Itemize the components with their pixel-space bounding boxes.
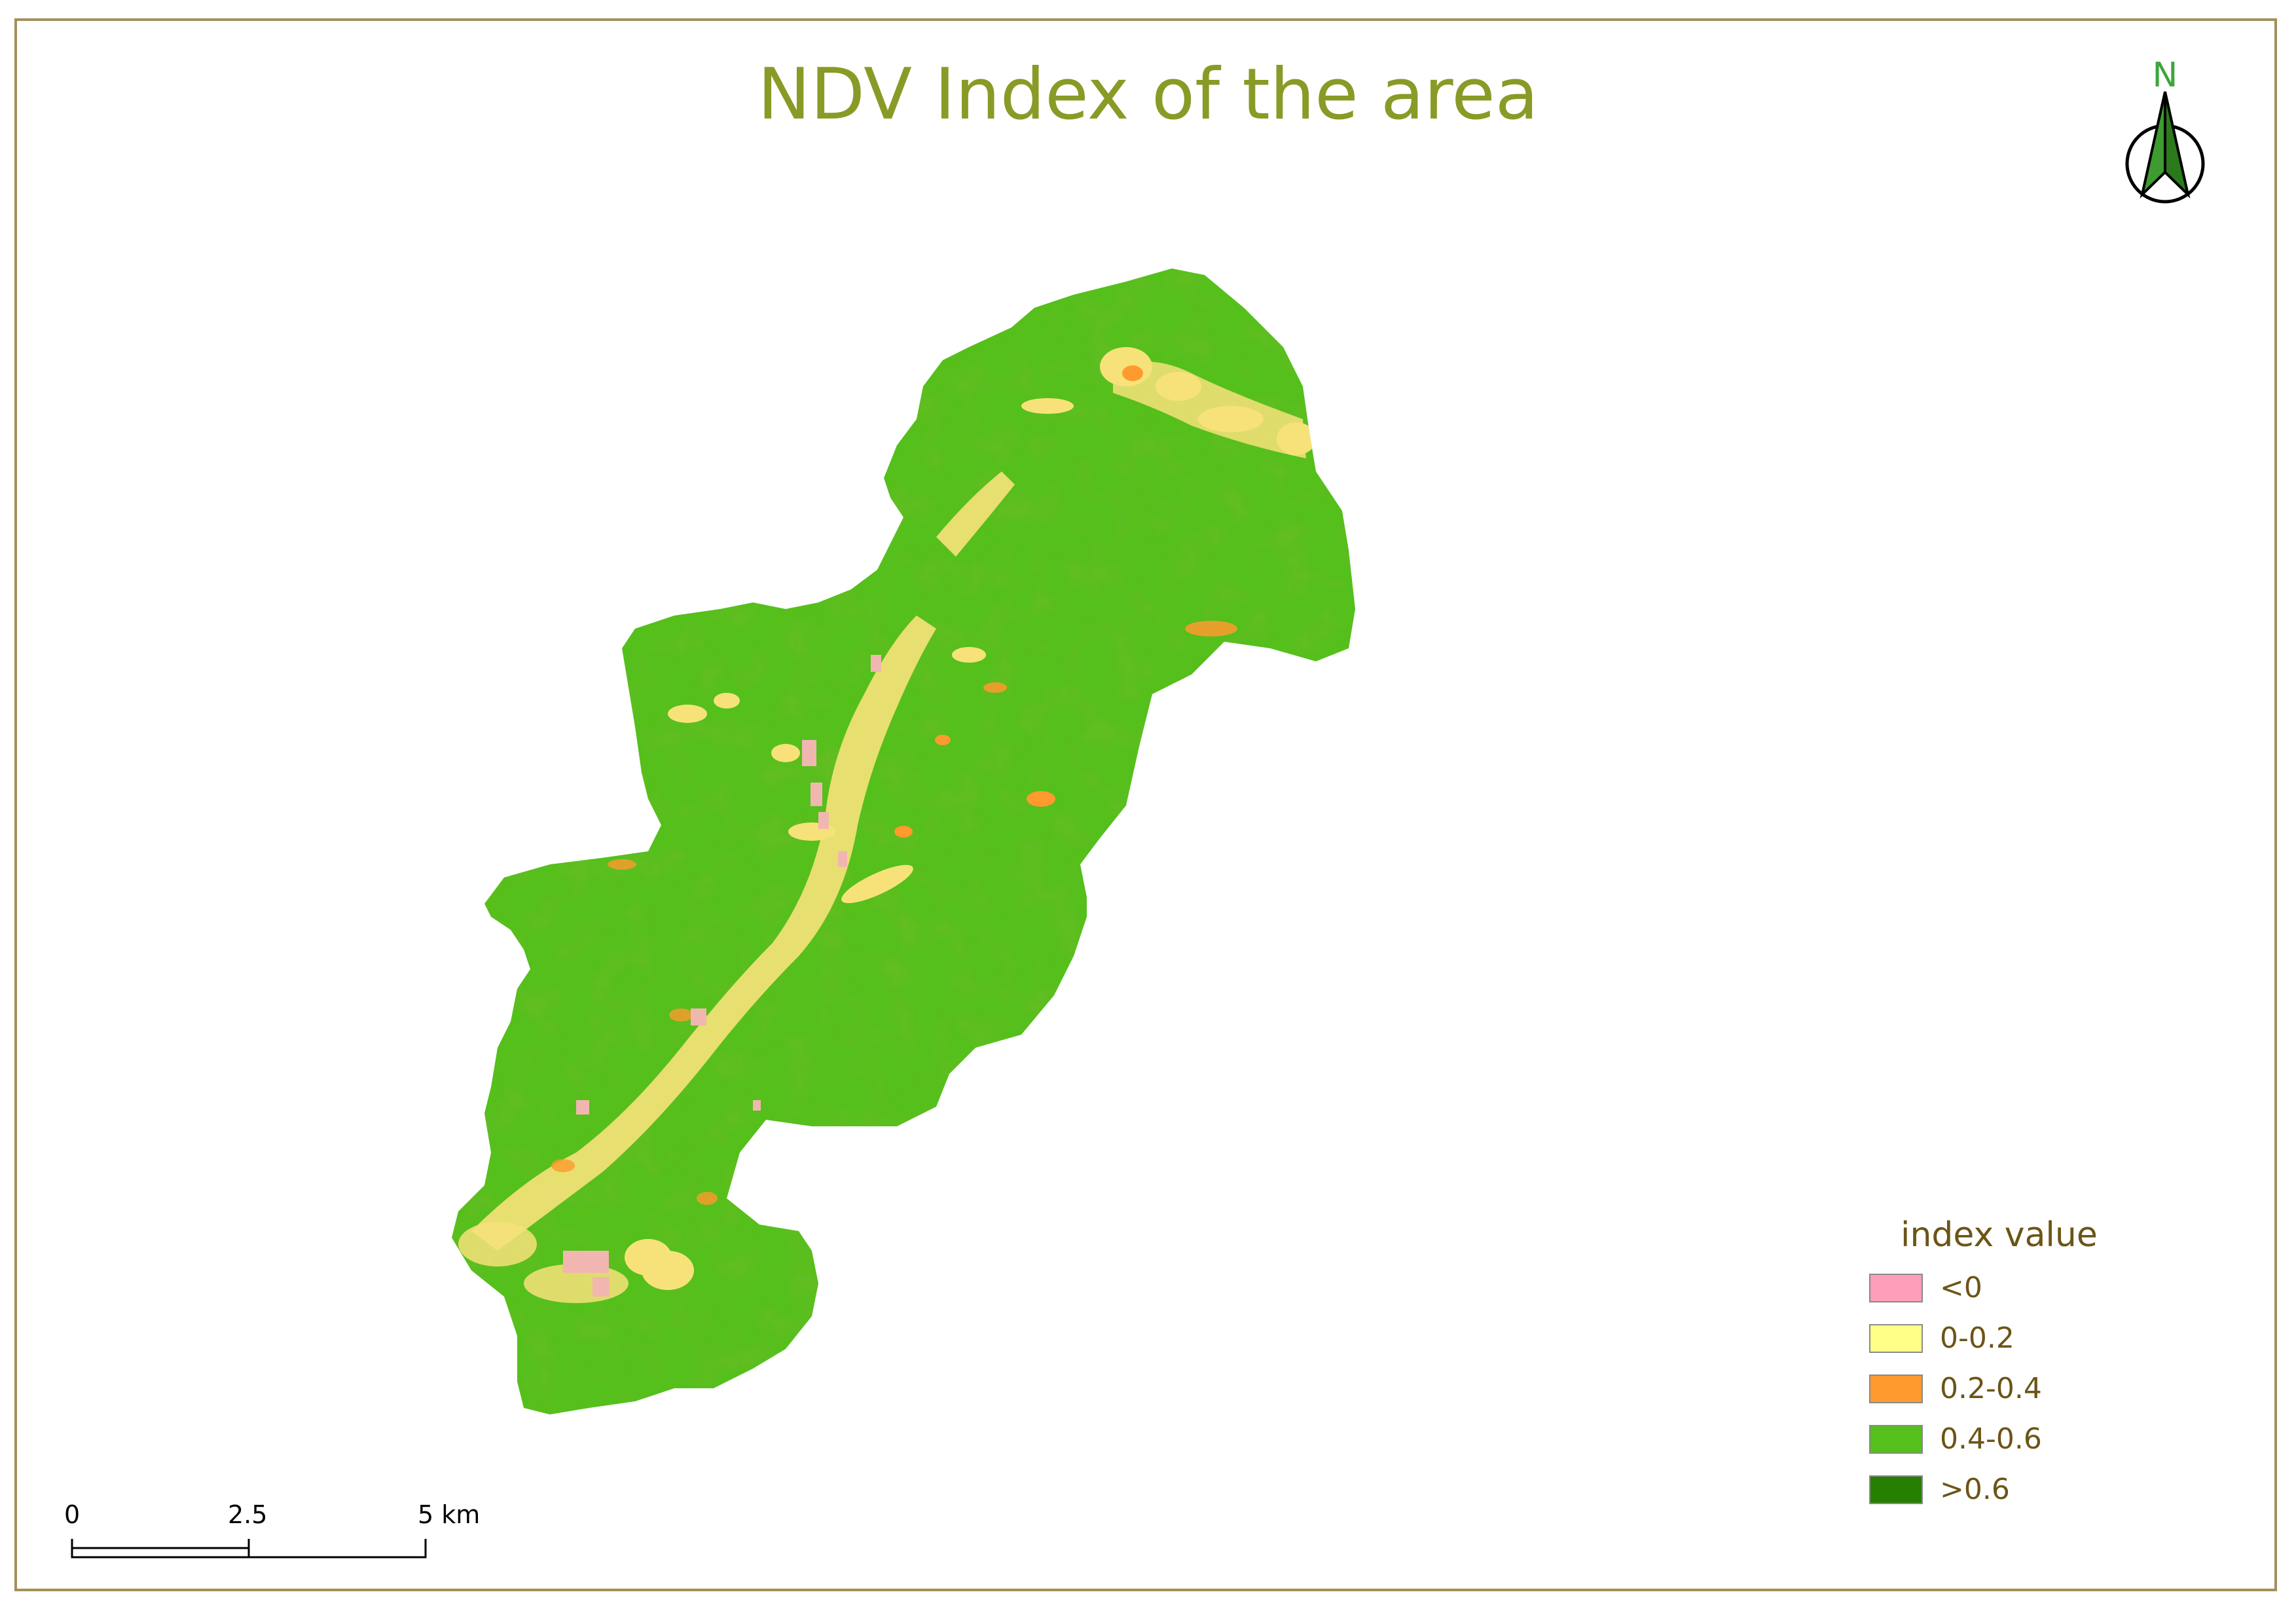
legend-swatch xyxy=(1869,1374,1923,1403)
scale-bar: 0 2.5 5 km xyxy=(59,1500,504,1572)
scale-label-2.5: 2.5 xyxy=(228,1500,268,1529)
scale-label-5km: 5 km xyxy=(418,1500,481,1529)
north-label: N xyxy=(2152,56,2178,95)
legend-swatch xyxy=(1869,1323,1923,1353)
legend-item-0-0.2: 0-0.2 xyxy=(1869,1313,2144,1363)
north-arrow: N xyxy=(2116,56,2214,206)
map-title: NDV Index of the area xyxy=(757,54,1539,136)
map-legend: index value <0 0-0.2 0.2-0.4 0.4-0.6 >0.… xyxy=(1869,1211,2144,1515)
north-arrow-icon xyxy=(2125,91,2205,204)
legend-item-below-0: <0 xyxy=(1869,1263,2144,1313)
ndvi-class-below-0-areas xyxy=(563,655,881,1297)
legend-label: >0.6 xyxy=(1940,1473,2010,1506)
ndvi-raster xyxy=(452,268,1355,1414)
legend-swatch xyxy=(1869,1424,1923,1454)
legend-item-0.2-0.4: 0.2-0.4 xyxy=(1869,1363,2144,1414)
legend-swatch xyxy=(1869,1273,1923,1302)
legend-label: <0 xyxy=(1940,1271,1982,1304)
legend-title: index value xyxy=(1901,1215,2098,1255)
ndvi-class-0.2-0.4-areas xyxy=(551,365,1237,1205)
legend-item-above-0.6: >0.6 xyxy=(1869,1464,2144,1515)
legend-item-0.4-0.6: 0.4-0.6 xyxy=(1869,1414,2144,1464)
scale-label-0: 0 xyxy=(64,1500,81,1529)
legend-label: 0.4-0.6 xyxy=(1940,1422,2042,1456)
legend-label: 0.2-0.4 xyxy=(1940,1372,2042,1405)
scale-bar-graphic xyxy=(71,1539,427,1559)
legend-swatch xyxy=(1869,1475,1923,1504)
map-frame xyxy=(14,18,2277,1591)
legend-label: 0-0.2 xyxy=(1940,1321,2014,1355)
